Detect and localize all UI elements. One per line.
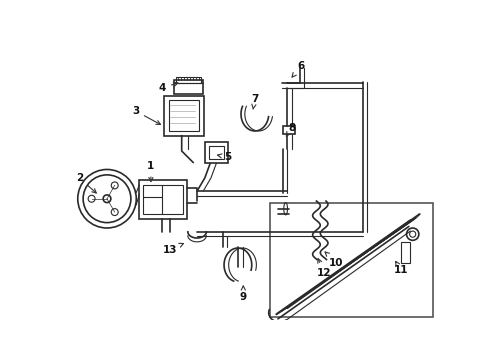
Bar [143,185,183,214]
Bar [204,142,227,163]
Text: 2: 2 [76,173,96,193]
Bar [270,203,432,317]
Text: 8: 8 [285,123,295,136]
Text: 5: 5 [217,152,231,162]
Text: 9: 9 [239,286,246,302]
Bar [163,95,203,136]
Bar [139,180,187,219]
Text: 7: 7 [251,94,258,109]
Text: 12: 12 [316,258,331,278]
Text: 3: 3 [132,106,160,125]
Bar [282,126,294,134]
Text: 10: 10 [325,252,343,267]
Bar [208,145,224,159]
Bar [176,77,201,83]
Bar [174,80,203,94]
Text: 11: 11 [393,261,407,275]
Text: 6: 6 [291,61,304,77]
Text: 4: 4 [159,82,178,93]
Bar [168,100,199,131]
Text: 1: 1 [147,161,154,182]
Bar [400,242,409,264]
Text: 13: 13 [163,243,183,255]
